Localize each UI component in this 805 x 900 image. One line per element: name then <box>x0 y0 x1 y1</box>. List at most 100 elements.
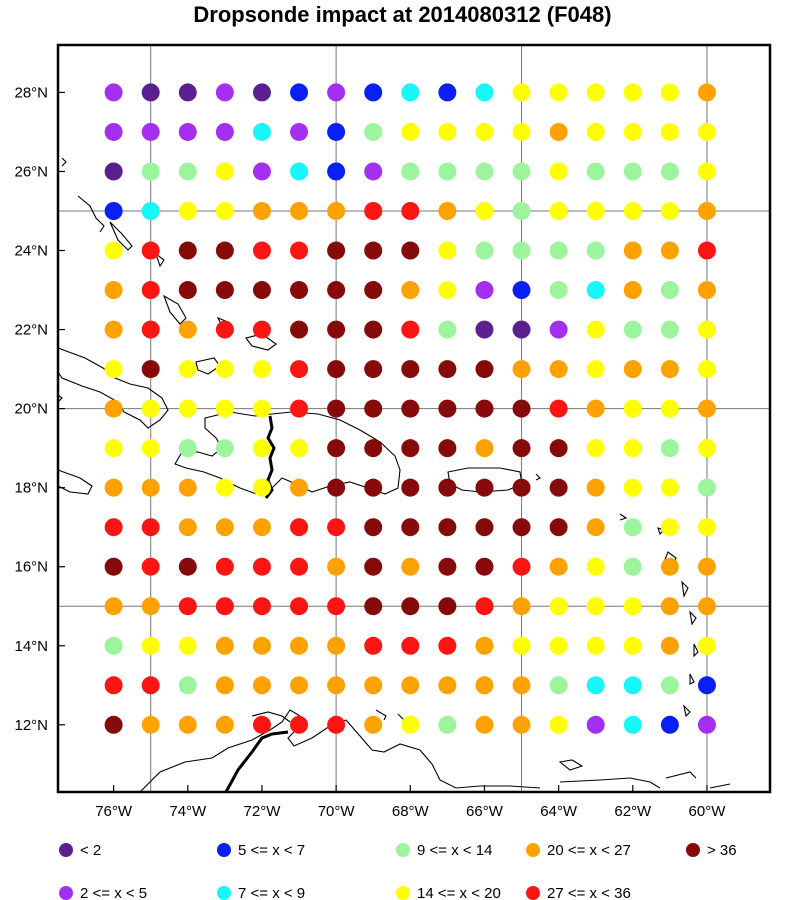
data-point <box>660 597 679 616</box>
data-point <box>623 122 642 141</box>
data-point <box>178 202 197 220</box>
data-point <box>364 399 383 418</box>
data-point <box>475 122 494 141</box>
legend-marker <box>396 843 410 857</box>
legend-marker <box>686 843 700 857</box>
x-tick-label: 62°W <box>614 803 652 820</box>
data-point <box>697 636 716 655</box>
data-point <box>327 241 346 260</box>
data-point <box>549 83 568 102</box>
data-point <box>549 557 568 576</box>
data-point <box>401 399 420 418</box>
data-point <box>475 241 494 260</box>
data-point <box>438 241 457 260</box>
data-point <box>623 439 642 458</box>
data-point <box>697 676 716 695</box>
data-point <box>401 478 420 497</box>
data-point <box>660 360 679 379</box>
data-point <box>623 478 642 497</box>
data-point <box>364 83 383 102</box>
data-point <box>252 715 271 734</box>
data-point <box>290 320 309 339</box>
y-tick-label: 20°N <box>14 401 48 418</box>
data-point <box>623 715 642 734</box>
data-point <box>364 162 383 181</box>
data-point <box>178 281 197 300</box>
legend-marker <box>217 843 231 857</box>
data-point <box>475 636 494 655</box>
data-point <box>215 676 234 695</box>
data-point <box>475 202 494 220</box>
data-point <box>549 360 568 379</box>
data-point <box>475 320 494 339</box>
x-tick-label: 60°W <box>689 803 727 820</box>
data-point <box>104 162 123 181</box>
data-point <box>327 122 346 141</box>
data-point <box>475 83 494 102</box>
data-point <box>623 83 642 102</box>
data-point <box>401 557 420 576</box>
data-point <box>512 202 531 220</box>
data-point <box>104 676 123 695</box>
data-point <box>586 715 605 734</box>
data-point <box>623 241 642 260</box>
data-point <box>660 122 679 141</box>
data-point <box>401 360 420 379</box>
data-point <box>141 597 160 616</box>
data-point <box>697 320 716 339</box>
data-point <box>215 162 234 181</box>
data-point <box>104 122 123 141</box>
data-point <box>290 202 309 220</box>
data-point <box>252 557 271 576</box>
data-point <box>290 518 309 537</box>
data-point <box>104 399 123 418</box>
data-point <box>586 320 605 339</box>
data-point <box>660 557 679 576</box>
data-point <box>327 597 346 616</box>
data-point <box>364 320 383 339</box>
data-point <box>660 241 679 260</box>
x-tick-label: 74°W <box>169 803 207 820</box>
data-point <box>104 360 123 379</box>
data-point <box>660 478 679 497</box>
data-point <box>252 162 271 181</box>
data-point <box>215 202 234 220</box>
data-point <box>660 676 679 695</box>
data-point <box>697 202 716 220</box>
y-tick-label: 22°N <box>14 322 48 339</box>
data-point <box>660 636 679 655</box>
data-point <box>215 281 234 300</box>
data-point <box>623 557 642 576</box>
y-tick-label: 28°N <box>14 84 48 101</box>
data-point <box>141 202 160 220</box>
data-point <box>290 281 309 300</box>
data-point <box>364 478 383 497</box>
data-point <box>475 162 494 181</box>
data-point <box>327 281 346 300</box>
data-point <box>178 518 197 537</box>
data-point <box>660 518 679 537</box>
data-point <box>512 676 531 695</box>
data-point <box>178 715 197 734</box>
data-point <box>438 162 457 181</box>
legend-marker <box>217 886 231 900</box>
data-point <box>697 360 716 379</box>
data-point <box>475 676 494 695</box>
data-point <box>401 281 420 300</box>
data-point <box>290 83 309 102</box>
data-point <box>327 83 346 102</box>
data-point <box>697 478 716 497</box>
data-point <box>178 320 197 339</box>
data-point <box>252 202 271 220</box>
data-point <box>697 241 716 260</box>
data-point <box>586 597 605 616</box>
y-tick-label: 18°N <box>14 480 48 497</box>
data-point <box>327 439 346 458</box>
data-point <box>438 281 457 300</box>
data-point <box>697 281 716 300</box>
data-point <box>475 518 494 537</box>
data-point <box>104 241 123 260</box>
data-point <box>364 202 383 220</box>
data-point <box>401 715 420 734</box>
data-point <box>364 281 383 300</box>
